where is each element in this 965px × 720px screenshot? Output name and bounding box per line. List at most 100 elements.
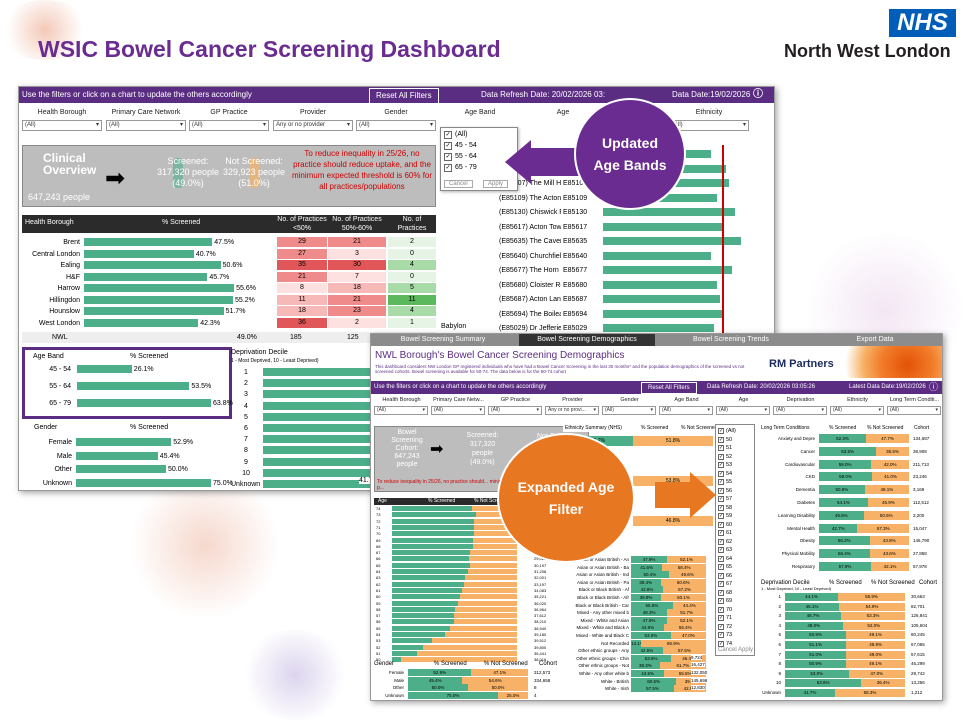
- tab-2[interactable]: Bowel Screening Trends: [663, 334, 799, 346]
- demo-age-option[interactable]: ✓ 72: [718, 623, 732, 631]
- age-band-row[interactable]: 45 - 54 26.1%: [29, 364, 229, 375]
- age-option[interactable]: ✓ (All): [444, 130, 467, 140]
- demo-age-screened-bar[interactable]: [392, 506, 472, 511]
- dep-row[interactable]: 9 53.0% 47.0% 29,742: [759, 669, 941, 678]
- gender-row[interactable]: Female 52.9%: [26, 437, 231, 448]
- demo-age-option[interactable]: ✓ 74: [718, 640, 732, 648]
- decile-bar[interactable]: [263, 424, 383, 432]
- demo-age-screened-bar[interactable]: [392, 537, 473, 543]
- practice-row[interactable]: (E85635) The Cavend...E85635: [441, 236, 771, 247]
- borough-row[interactable]: Hounslow 51.7% 18 23 4: [22, 306, 436, 317]
- decile-row[interactable]: 7: [231, 434, 383, 445]
- demo-age-option[interactable]: ✓ 65: [718, 563, 732, 571]
- demo-info-icon[interactable]: ⓘ: [929, 382, 939, 392]
- decile-bar[interactable]: [263, 480, 383, 488]
- demo-age-option[interactable]: ✓ 55: [718, 478, 732, 486]
- eth-row[interactable]: Asian or Asian British - Ind 50.4% 49.6%: [563, 571, 723, 579]
- demo-age-screened-bar[interactable]: [392, 600, 458, 606]
- borough-bar[interactable]: [84, 284, 235, 292]
- demo-filter-select-1[interactable]: (All): [431, 406, 485, 415]
- demo-age-option[interactable]: ✓ 58: [718, 504, 732, 512]
- ltc-row[interactable]: Mental Health 42.7% 57.3% 15,047: [759, 523, 941, 533]
- age-apply-button[interactable]: Apply: [483, 180, 509, 188]
- checkbox-icon[interactable]: ✓: [718, 445, 724, 451]
- borough-bar[interactable]: [84, 261, 221, 269]
- demo-age-not-bar[interactable]: [473, 524, 517, 530]
- demo-age-screened-bar[interactable]: [392, 638, 433, 644]
- dep-row[interactable]: 8 50.9% 49.1% 46,299: [759, 660, 941, 669]
- demo-age-row[interactable]: 52 39,800: [374, 644, 559, 651]
- demo-age-screened-bar[interactable]: [392, 556, 469, 562]
- decile-row[interactable]: 6: [231, 423, 383, 434]
- checkbox-icon[interactable]: ✓: [718, 623, 724, 630]
- borough-row[interactable]: Hillingdon 55.2% 11 21 11: [22, 294, 436, 306]
- demo-age-not-bar[interactable]: [455, 606, 517, 612]
- demo-age-apply[interactable]: Apply: [738, 647, 754, 653]
- demo-gender-row[interactable]: Other 50.0% 50.0% 8: [374, 684, 559, 691]
- practice-bar[interactable]: [603, 324, 714, 332]
- demo-filter-select-5[interactable]: (All): [659, 406, 713, 415]
- practice-row[interactable]: (E85687) Acton Lane...E85687: [441, 294, 771, 305]
- decile-bar[interactable]: [263, 435, 383, 444]
- dep-row[interactable]: 1 44.1% 55.9% 30,663: [759, 593, 941, 601]
- decile-bar[interactable]: [263, 379, 383, 388]
- demo-age-not-bar[interactable]: [416, 650, 517, 656]
- demo-age-option[interactable]: ✓ 68: [718, 589, 732, 597]
- demo-age-not-bar[interactable]: [469, 562, 517, 568]
- demo-age-screened-bar[interactable]: [392, 569, 468, 574]
- filter-select-3[interactable]: Any or no provider: [273, 120, 353, 131]
- demo-age-row[interactable]: 64 31,208: [374, 569, 559, 575]
- checkbox-icon[interactable]: ✓: [718, 538, 724, 545]
- demo-age-option[interactable]: ✓ 62: [718, 538, 732, 546]
- demo-age-not-bar[interactable]: [423, 644, 517, 650]
- borough-row[interactable]: Central London 40.7% 27 3 0: [22, 248, 436, 260]
- checkbox-icon[interactable]: ✓: [718, 462, 724, 468]
- checkbox-icon[interactable]: ✓: [444, 153, 452, 161]
- checkbox-icon[interactable]: ✓: [718, 606, 724, 613]
- gender-row[interactable]: Unknown 75.0%: [26, 478, 233, 489]
- practice-bar[interactable]: [603, 280, 717, 289]
- demo-age-not-bar[interactable]: [401, 657, 517, 663]
- demo-age-screened-bar[interactable]: [392, 524, 474, 530]
- age-option[interactable]: ✓ 65 - 79: [444, 163, 477, 173]
- practice-bar[interactable]: [603, 295, 720, 303]
- eth-row[interactable]: Other ethnic groups - Chin 53.6% 46.4%: [563, 654, 723, 662]
- demo-age-option[interactable]: ✓ 52: [718, 453, 732, 461]
- ltc-row[interactable]: Diabetes 54.1% 45.9% 112,512: [759, 498, 941, 507]
- eth-row[interactable]: White - Any other white b 44.5% 55.5%: [563, 670, 723, 677]
- eth-row[interactable]: Asian or Asian British - Ba 41.6% 58.4%: [563, 563, 723, 571]
- decile-bar[interactable]: [263, 390, 383, 399]
- checkbox-icon[interactable]: ✓: [444, 142, 452, 150]
- demo-age-option[interactable]: ✓ 67: [718, 580, 732, 588]
- decile-row[interactable]: 4: [231, 401, 383, 412]
- age-band-row[interactable]: 65 - 79 63.8%: [29, 398, 233, 409]
- demo-age-option[interactable]: ✓ 64: [718, 555, 732, 563]
- borough-row[interactable]: West London 42.3% 36 2 1: [22, 317, 436, 329]
- checkbox-icon[interactable]: ✓: [718, 436, 724, 443]
- demo-age-option[interactable]: ✓ 59: [718, 512, 732, 520]
- checkbox-icon[interactable]: ✓: [718, 513, 724, 519]
- eth-row[interactable]: Asian or Asian British - Pa 39.4% 60.6%: [563, 578, 723, 586]
- checkbox-icon[interactable]: ✓: [444, 131, 452, 139]
- eth-row[interactable]: Other ethnic groups - Not 38.3% 61.7%: [563, 662, 723, 670]
- filter-select-0[interactable]: (All): [22, 120, 102, 131]
- age-band-bar[interactable]: [77, 399, 211, 407]
- decile-row[interactable]: 2: [231, 378, 383, 389]
- checkbox-icon[interactable]: ✓: [718, 632, 724, 638]
- decile-row[interactable]: 8: [231, 445, 383, 456]
- demo-age-screened-bar[interactable]: [392, 606, 455, 612]
- filter-select-1[interactable]: (All): [106, 120, 186, 131]
- borough-row[interactable]: Harrow 55.6% 8 18 5: [22, 283, 436, 294]
- demo-filter-select-2[interactable]: (All): [488, 406, 542, 415]
- checkbox-icon[interactable]: ✓: [718, 640, 724, 647]
- decile-bar[interactable]: [263, 412, 383, 421]
- demo-age-not-bar[interactable]: [475, 512, 517, 518]
- nwl-row[interactable]: NWL 49.0% 185 125: [22, 332, 436, 343]
- demo-age-screened-bar[interactable]: [392, 550, 470, 556]
- checkbox-icon[interactable]: ✓: [718, 581, 724, 587]
- checkbox-icon[interactable]: ✓: [718, 479, 724, 485]
- demo-age-not-bar[interactable]: [432, 638, 517, 644]
- filter-select-2[interactable]: (All): [189, 120, 269, 131]
- checkbox-icon[interactable]: ✓: [718, 589, 724, 596]
